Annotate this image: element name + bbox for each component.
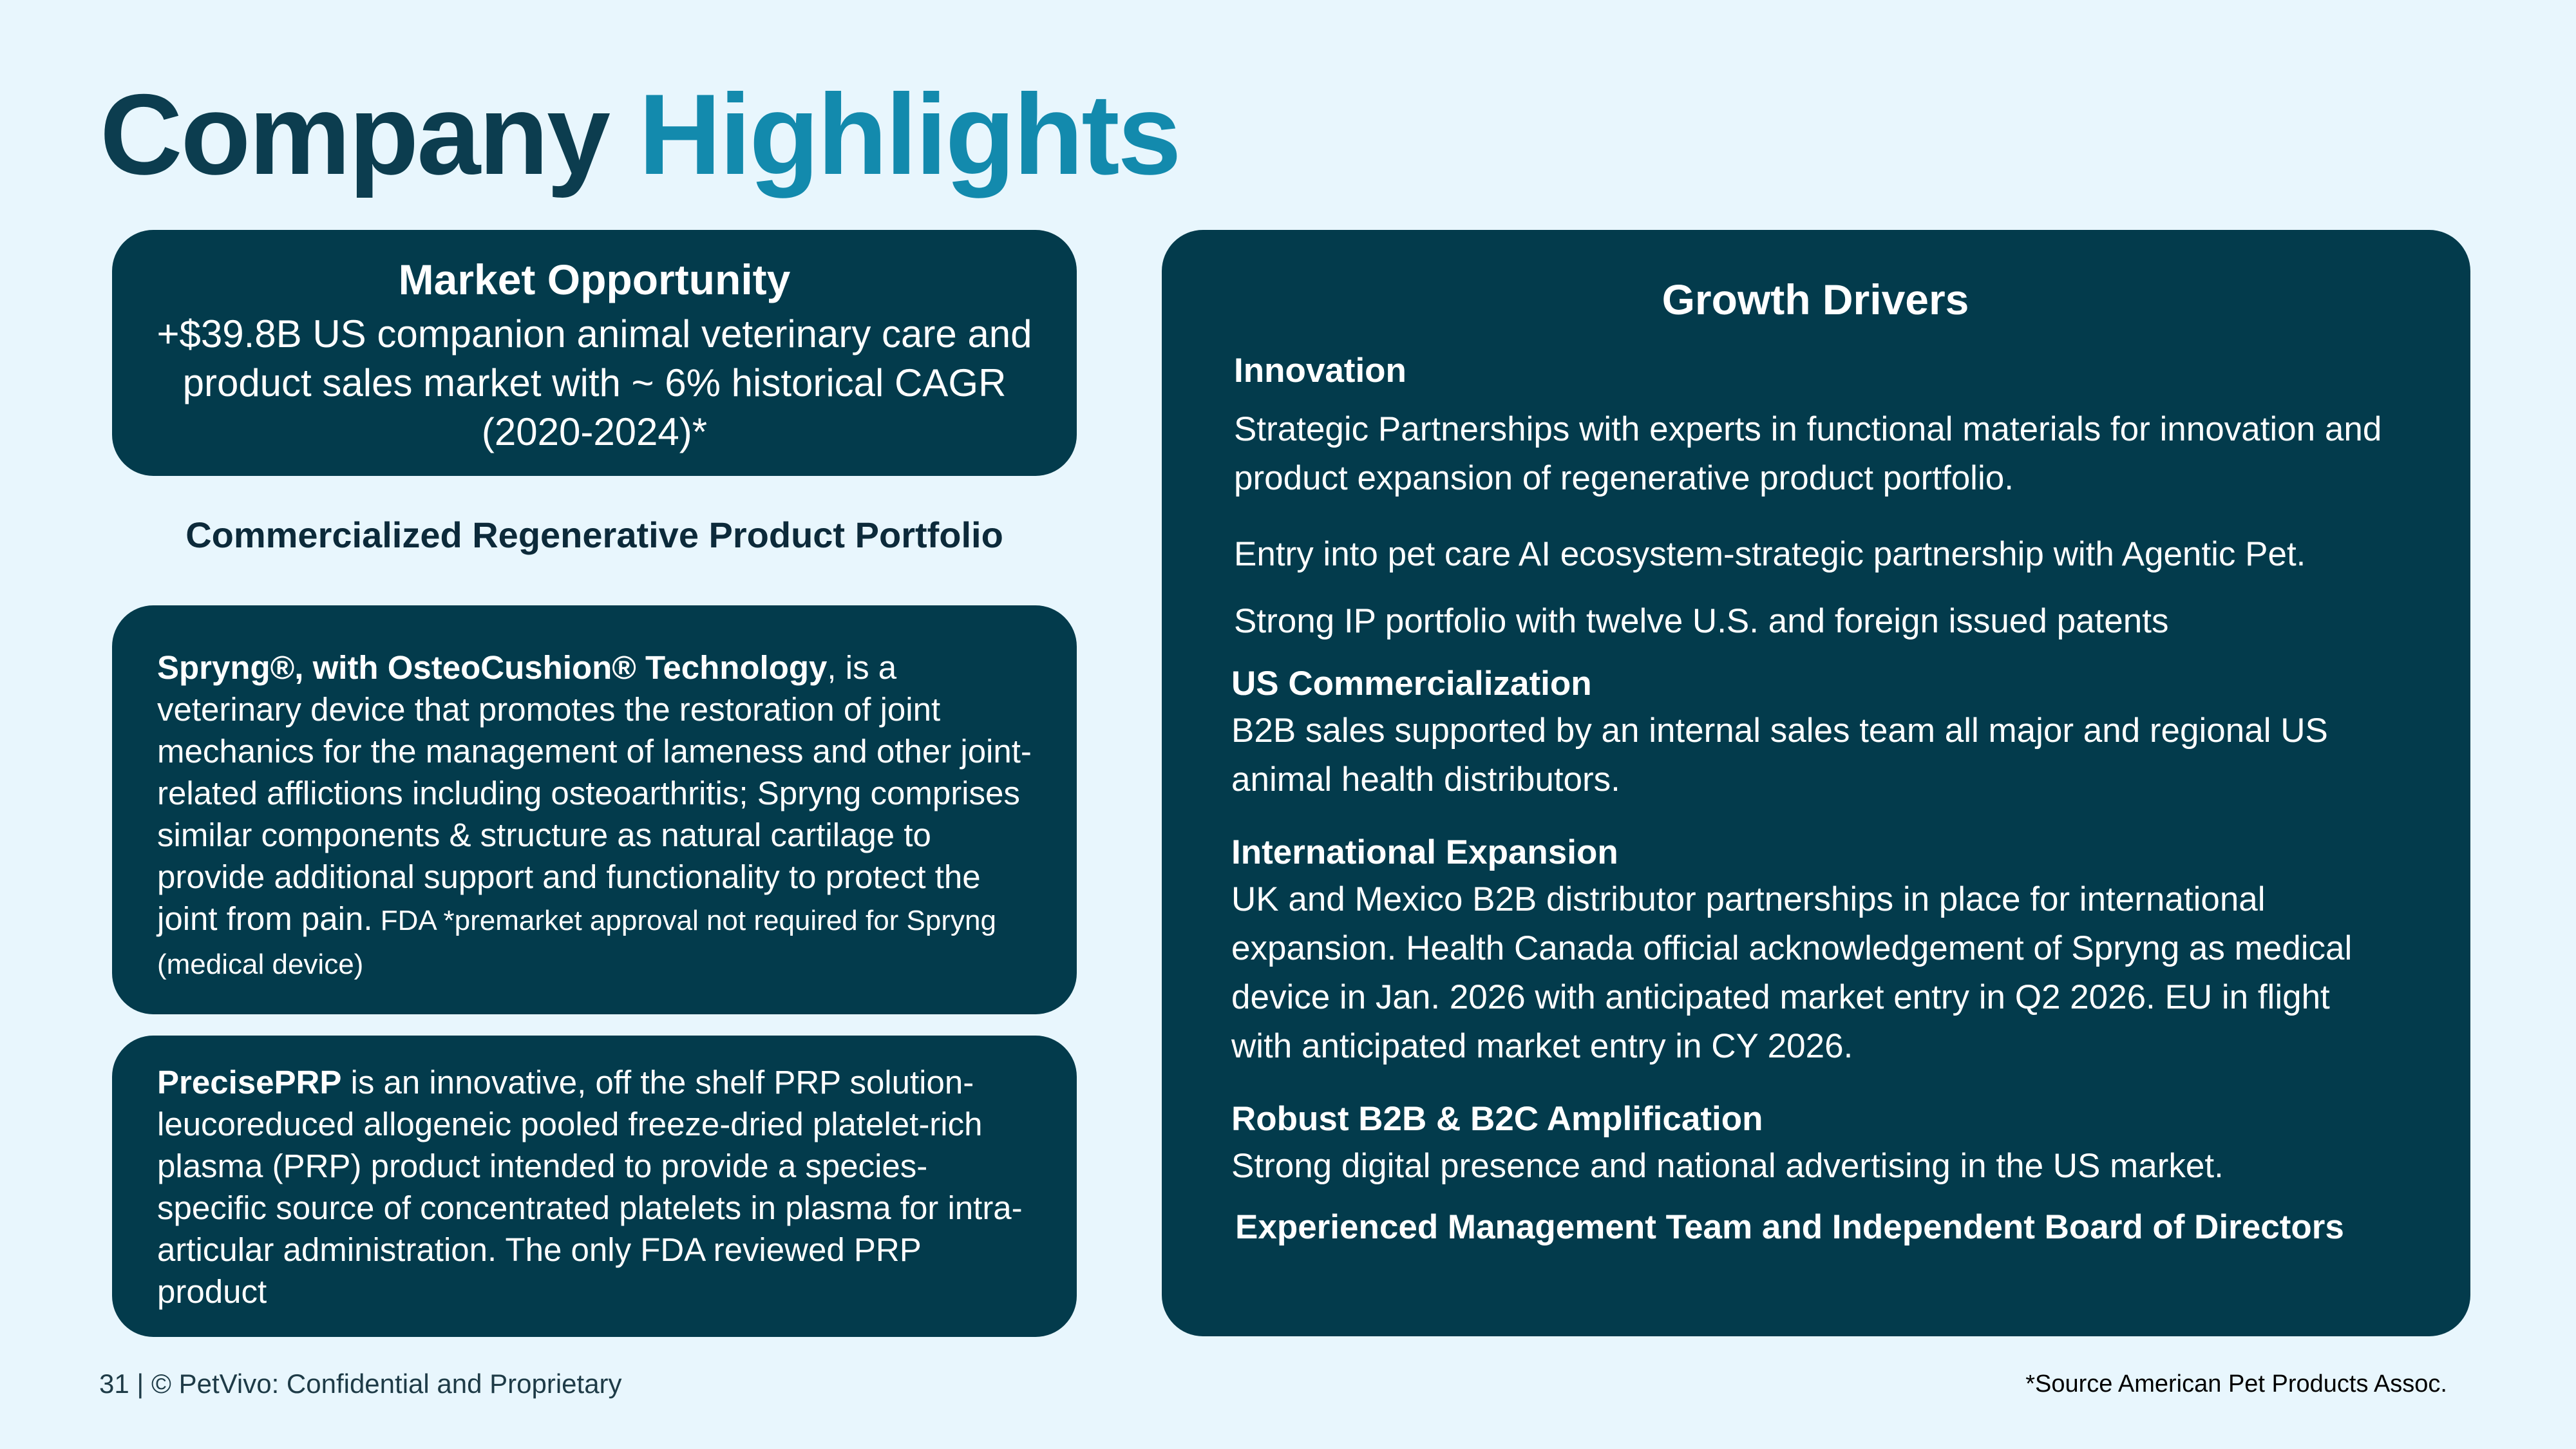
international-expansion-heading: International Expansion [1231,833,1618,871]
amplification-text: Strong digital presence and national adv… [1231,1147,2224,1185]
spryng-text: Spryng®, with OsteoCushion® Technology, … [157,647,1036,985]
innovation-item-1: Strategic Partnerships with experts in f… [1234,410,2382,497]
innovation-heading: Innovation [1234,352,1406,390]
growth-drivers-heading: Growth Drivers [1662,276,1969,323]
growth-drivers-card: Growth Drivers Innovation Strategic Part… [1162,230,2470,1336]
spryng-name: Spryng®, with OsteoCushion® Technology [157,649,828,686]
management-heading: Experienced Management Team and Independ… [1235,1208,2344,1246]
preciseprp-description: is an innovative, off the shelf PRP solu… [157,1064,1023,1310]
market-opportunity-text: +$39.8B US companion animal veterinary c… [156,312,1032,453]
innovation-item-3: Strong IP portfolio with twelve U.S. and… [1234,602,2169,640]
title-word-company: Company [100,70,611,198]
preciseprp-card: PrecisePRP is an innovative, off the she… [112,1036,1077,1337]
spryng-fda-note: FDA *premarket approval not required for… [157,905,996,980]
international-expansion-text: UK and Mexico B2B distributor partnershi… [1231,880,2353,1065]
portfolio-heading: Commercialized Regenerative Product Port… [185,515,1003,555]
market-opportunity-heading: Market Opportunity [398,256,791,303]
innovation-item-2: Entry into pet care AI ecosystem-strateg… [1234,535,2306,573]
preciseprp-name: PrecisePRP [157,1064,342,1101]
page-title: Company Highlights [100,77,1182,192]
preciseprp-text: PrecisePRP is an innovative, off the she… [157,1061,1036,1312]
us-commercialization-text: B2B sales supported by an internal sales… [1231,712,2328,799]
market-opportunity-card: Market Opportunity +$39.8B US companion … [112,230,1077,476]
spryng-description: , is a veterinary device that promotes t… [157,649,1032,937]
title-word-highlights: Highlights [638,70,1181,198]
amplification-heading: Robust B2B & B2C Amplification [1231,1100,1763,1138]
footer-confidential: 31 | © PetVivo: Confidential and Proprie… [99,1368,622,1399]
source-note: *Source American Pet Products Assoc. [2025,1370,2447,1397]
us-commercialization-heading: US Commercialization [1231,665,1592,703]
spryng-card: Spryng®, with OsteoCushion® Technology, … [112,605,1077,1014]
